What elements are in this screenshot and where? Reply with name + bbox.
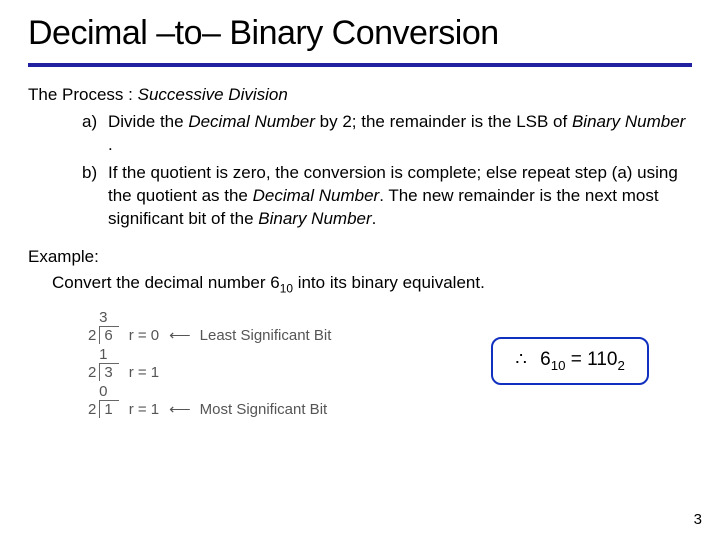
page-title: Decimal –to– Binary Conversion <box>28 14 692 53</box>
arrow-left-icon: ⟵ <box>169 326 190 344</box>
title-rule <box>28 63 692 67</box>
long-division-stack: 3 26 r = 0 ⟵ Least Significant Bit 1 23 … <box>88 309 331 420</box>
result-rhs: 110 <box>587 349 617 370</box>
work-area: 3 26 r = 0 ⟵ Least Significant Bit 1 23 … <box>88 309 692 420</box>
example-body: Convert the decimal number 610 into its … <box>52 273 692 295</box>
result-lhs: 6 <box>540 349 551 370</box>
remainder-label: r = 1 <box>129 401 159 418</box>
remainder-label: r = 0 <box>129 327 159 344</box>
division-frac: 3 26 <box>88 309 119 344</box>
therefore-symbol: ∴ <box>515 349 526 369</box>
list-marker: a) <box>82 111 108 157</box>
significance-label: Most Significant Bit <box>200 401 328 418</box>
page-number: 3 <box>694 511 702 528</box>
division-row: 3 26 r = 0 ⟵ Least Significant Bit <box>88 309 331 344</box>
division-frac: 1 23 <box>88 346 119 381</box>
list-item: a) Divide the Decimal Number by 2; the r… <box>82 111 692 157</box>
list-item: b) If the quotient is zero, the conversi… <box>82 162 692 231</box>
division-frac: 0 21 <box>88 383 119 418</box>
process-heading: The Process : Successive Division <box>28 85 692 105</box>
example-heading: Example: <box>28 247 692 267</box>
result-box: ∴ 610 = 1102 <box>491 337 648 385</box>
process-list: a) Divide the Decimal Number by 2; the r… <box>82 111 692 231</box>
arrow-left-icon: ⟵ <box>169 400 190 418</box>
list-body: If the quotient is zero, the conversion … <box>108 162 692 231</box>
division-row: 0 21 r = 1 ⟵ Most Significant Bit <box>88 383 331 418</box>
list-marker: b) <box>82 162 108 231</box>
list-body: Divide the Decimal Number by 2; the rema… <box>108 111 692 157</box>
significance-label: Least Significant Bit <box>200 327 332 344</box>
division-row: 1 23 r = 1 <box>88 346 331 381</box>
process-label-prefix: The Process : <box>28 85 138 104</box>
process-label-italic: Successive Division <box>138 85 288 104</box>
remainder-label: r = 1 <box>129 364 159 381</box>
